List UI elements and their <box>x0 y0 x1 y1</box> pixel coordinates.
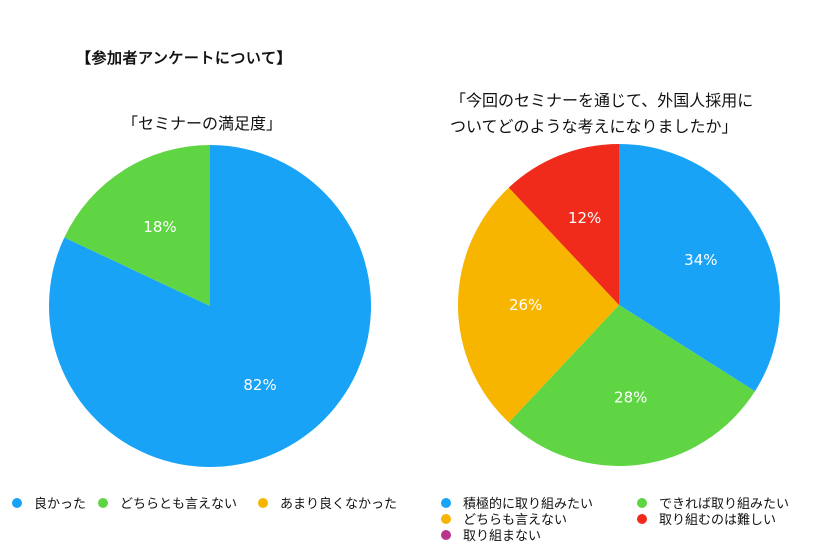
legend-1-item-2: どちらも言えない <box>441 509 567 528</box>
pie-1-slice-0 <box>619 144 780 392</box>
pie-1-slice-2 <box>457 187 619 423</box>
legend-1-swatch-0 <box>441 497 451 508</box>
chart-title-foreign-hiring: 「今回のセミナーを通じて、外国人採用に ついてどのような考えになりましたか」 <box>450 88 800 140</box>
pie-1-slice-3-label: 12% <box>568 209 601 227</box>
legend-0-label-2: あまり良くなかった <box>280 497 398 512</box>
legend-0-label-0: 良かった <box>34 497 87 512</box>
chart-title-line-1: 「今回のセミナーを通じて、外国人採用に <box>450 91 754 110</box>
pie-0-slice-1-label: 18% <box>143 218 176 236</box>
legend-0-item-1: どちらとも言えない <box>98 493 237 512</box>
legend-1-swatch-4 <box>441 529 451 540</box>
page-heading: 【参加者アンケートについて】 <box>76 49 292 67</box>
legend-1-label-1: できれば取り組みたい <box>659 497 790 512</box>
legend-1-item-3: 取り組むのは難しい <box>637 509 776 528</box>
legend-0-swatch-2 <box>258 497 268 508</box>
chart-title-satisfaction: 「セミナーの満足度」 <box>122 114 283 133</box>
legend-0-swatch-1 <box>98 497 108 508</box>
legend-1-label-2: どちらも言えない <box>463 513 568 528</box>
legend-1-swatch-1 <box>637 497 647 508</box>
pie-1-slice-1-label: 28% <box>614 389 647 407</box>
legend-1-item-4: 取り組まない <box>441 525 541 544</box>
legend-0-label-1: どちらとも言えない <box>120 497 238 512</box>
chart-title-line-2: ついてどのような考えになりましたか」 <box>450 117 738 136</box>
pie-1-slice-2-label: 26% <box>509 296 542 314</box>
pie-0-slice-1 <box>64 145 210 306</box>
legend-0-item-2: あまり良くなかった <box>258 493 397 512</box>
legend-1-label-3: 取り組むのは難しい <box>659 513 777 528</box>
legend-1-swatch-3 <box>637 513 647 524</box>
pie-1-slice-1 <box>508 305 755 467</box>
pie-1-slice-0-label: 34% <box>684 251 717 269</box>
pie-0-slice-0-label: 82% <box>243 376 276 394</box>
legend-0-swatch-0 <box>12 497 22 508</box>
pie-0-slice-0 <box>48 145 371 468</box>
legend-1-label-4: 取り組まない <box>463 529 542 544</box>
legend-1-item-0: 積極的に取り組みたい <box>441 493 593 512</box>
legend-1-swatch-2 <box>441 513 451 524</box>
legend-1-item-1: できれば取り組みたい <box>637 493 789 512</box>
legend-0-item-0: 良かった <box>12 493 86 512</box>
legend-1-label-0: 積極的に取り組みたい <box>463 497 594 512</box>
pie-1-slice-3 <box>508 144 619 305</box>
